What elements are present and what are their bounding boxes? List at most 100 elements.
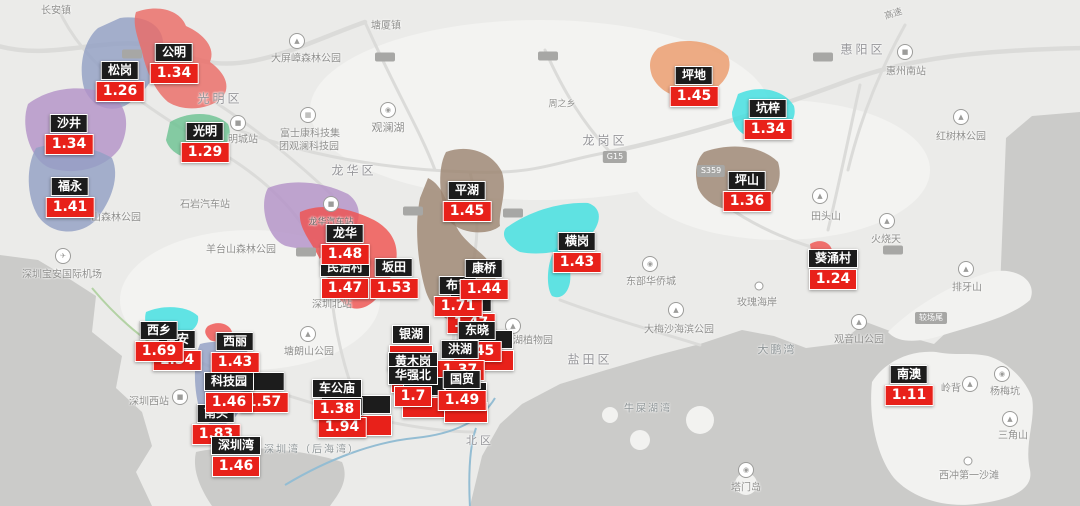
district-name: 平湖 (447, 181, 487, 200)
price-marker[interactable]: 1.94 (317, 397, 367, 438)
district-value: 1.48 (320, 244, 370, 265)
district-value: 1.53 (369, 278, 419, 299)
price-marker-科技园[interactable]: 科技园 1.46 (203, 372, 255, 413)
map-text: 大梅沙海滨公园 (644, 324, 714, 336)
factory-icon: ▦ (300, 107, 316, 123)
district-value: 1.46 (204, 392, 254, 413)
map-text: 长安镇 (41, 5, 71, 17)
district-name: 东晓 (457, 321, 497, 340)
price-marker-横岗[interactable]: 横岗 1.43 (552, 232, 602, 273)
district-value: 1.46 (211, 456, 261, 477)
map-text: 岭背 (941, 383, 961, 395)
map-text: 牛屎湖湾 (624, 403, 672, 415)
price-marker-平湖[interactable]: 平湖 1.45 (442, 181, 492, 222)
district-value: 1.43 (210, 352, 260, 373)
airport-icon: ✈ (55, 248, 71, 264)
price-marker-深圳湾[interactable]: 深圳湾 1.46 (210, 436, 262, 477)
map-text: 东部华侨城 (626, 276, 676, 288)
road (558, 298, 702, 347)
sea-west (0, 255, 152, 506)
map-text: 杨梅坑 (990, 386, 1020, 398)
price-marker-坪山[interactable]: 坪山 1.36 (722, 171, 772, 212)
map-text: 西冲第一沙滩 (939, 470, 999, 482)
price-marker-龙华[interactable]: 龙华 1.48 (320, 224, 370, 265)
price-marker-公明[interactable]: 公明 1.34 (149, 43, 199, 84)
district-value: 1.44 (459, 279, 509, 300)
district-value: 1.45 (442, 201, 492, 222)
price-marker-西乡[interactable]: 西乡 1.69 (134, 321, 184, 362)
map-text: 北区 (466, 434, 494, 447)
road (363, 20, 437, 172)
district-name: 横岗 (557, 232, 597, 251)
district-name: 国贸 (442, 370, 482, 389)
map-text: 盐田区 (567, 352, 613, 367)
map-text: 玫瑰海岸 (737, 297, 777, 309)
map-text: 火烧天 (871, 234, 901, 246)
district-name: 松岗 (100, 61, 140, 80)
district-name: 深圳湾 (210, 436, 262, 455)
district-name: 西乡 (139, 321, 179, 340)
road-badge-blank (122, 49, 142, 59)
map-text: 龙华汽车站 (308, 217, 354, 228)
price-marker-康桥[interactable]: 康桥 1.44 (459, 259, 509, 300)
map-text: 山森林公园 (91, 212, 141, 224)
park-icon: ▲ (289, 33, 305, 49)
map-text: 田头山 (811, 211, 841, 223)
mountain-icon: ▲ (962, 376, 978, 392)
price-marker-国贸[interactable]: 国贸 1.49 (437, 370, 487, 411)
attraction-icon: ◉ (642, 256, 658, 272)
district-name: 华强北 (387, 366, 439, 385)
district-name: 福永 (50, 177, 90, 196)
road-badge-blank (503, 208, 523, 218)
map-text: 光明区 (197, 91, 243, 106)
district-value: 1.36 (722, 191, 772, 212)
map-text: 观澜湖 (371, 121, 405, 134)
price-marker-坪地[interactable]: 坪地 1.45 (669, 66, 719, 107)
park-icon: ▲ (851, 314, 867, 330)
district-name: 康桥 (464, 259, 504, 278)
train-station-icon: ■ (897, 44, 913, 60)
road (826, 83, 862, 232)
map-text: 塘朗山公园 (284, 346, 334, 358)
land-patch (630, 100, 930, 240)
map-text: 惠州南站 (886, 66, 926, 78)
attraction-icon: ◉ (994, 366, 1010, 382)
district-value: 1.71 (433, 296, 483, 317)
road-badge-blank (538, 51, 558, 61)
road-badge-blank (375, 52, 395, 62)
map-text: 红树林公园 (936, 131, 986, 143)
district-name: 公明 (154, 43, 194, 62)
islet (602, 407, 618, 423)
price-marker-福永[interactable]: 福永 1.41 (45, 177, 95, 218)
district-value: 1.94 (317, 417, 367, 438)
road-badge-blank (296, 247, 316, 257)
price-marker-南澳[interactable]: 南澳 1.11 (884, 365, 934, 406)
price-marker-沙井[interactable]: 沙井 1.34 (44, 114, 94, 155)
district-name: 西丽 (215, 332, 255, 351)
map-text: 三角山 (998, 430, 1028, 442)
district-name: 龙华 (325, 224, 365, 243)
price-marker-松岗[interactable]: 松岗 1.26 (95, 61, 145, 102)
district-value: 1.43 (552, 252, 602, 273)
price-marker-西丽[interactable]: 西丽 1.43 (210, 332, 260, 373)
mountain-icon: ▲ (668, 302, 684, 318)
district-name: 沙井 (49, 114, 89, 133)
map-text: 羊台山森林公园 (206, 244, 276, 256)
beach-dot-icon (754, 281, 764, 291)
attraction-icon: ◉ (738, 462, 754, 478)
road-badge-blank (813, 52, 833, 62)
map-text: 惠阳区 (840, 42, 886, 57)
price-marker-车公庙[interactable]: 车公庙 1.38 (311, 379, 363, 420)
road-badge: 较场尾 (915, 312, 947, 324)
price-marker-华强北[interactable]: 华强北 1.7 (387, 366, 439, 407)
price-marker-光明[interactable]: 光明 1.29 (180, 122, 230, 163)
map-text: 龙华区 (331, 163, 377, 178)
price-marker-坂田[interactable]: 坂田 1.53 (369, 258, 419, 299)
district-name: 坪地 (674, 66, 714, 85)
district-value: 1.34 (743, 119, 793, 140)
district-value: 1.29 (180, 142, 230, 163)
district-value: 1.69 (134, 341, 184, 362)
price-marker-葵涌村[interactable]: 葵涌村 1.24 (807, 249, 859, 290)
price-marker-坑梓[interactable]: 坑梓 1.34 (743, 99, 793, 140)
